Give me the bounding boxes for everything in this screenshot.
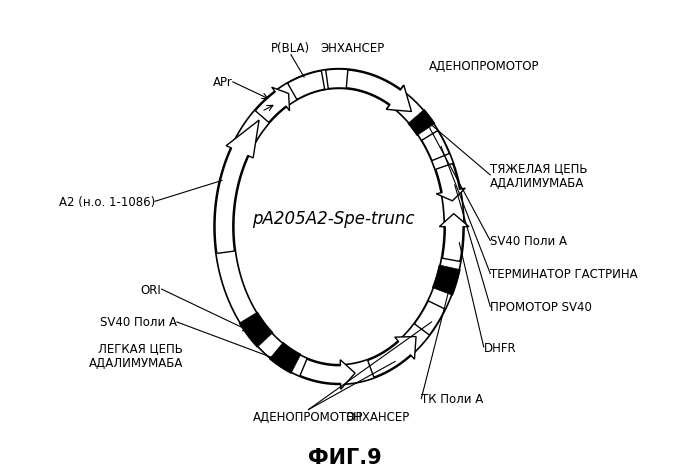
Text: АДЕНОПРОМОТОР: АДЕНОПРОМОТОР — [429, 60, 540, 73]
Polygon shape — [350, 71, 410, 110]
Polygon shape — [346, 71, 412, 112]
Polygon shape — [239, 312, 273, 347]
Text: АДЕНОПРОМОТОР: АДЕНОПРОМОТОР — [253, 410, 363, 423]
Text: A2 (н.о. 1-1086): A2 (н.о. 1-1086) — [59, 196, 155, 208]
Text: ЭНХАНСЕР: ЭНХАНСЕР — [320, 42, 384, 55]
Polygon shape — [270, 343, 301, 374]
Polygon shape — [368, 337, 416, 377]
Polygon shape — [440, 214, 469, 262]
Text: ORI: ORI — [141, 283, 162, 296]
Polygon shape — [433, 266, 461, 296]
Polygon shape — [288, 71, 325, 100]
Text: pA205A2-Spe-trunc: pA205A2-Spe-trunc — [252, 209, 415, 227]
Text: ЛЕГКАЯ ЦЕПЬ
АДАЛИМУМАБА: ЛЕГКАЯ ЦЕПЬ АДАЛИМУМАБА — [89, 341, 183, 369]
Text: ТЯЖЕЛАЯ ЦЕПЬ
АДАЛИМУМАБА: ТЯЖЕЛАЯ ЦЕПЬ АДАЛИМУМАБА — [490, 162, 588, 189]
Text: ЭНХАНСЕР: ЭНХАНСЕР — [345, 410, 410, 423]
Text: ТК Поли A: ТК Поли A — [421, 392, 484, 406]
Text: ТЕРМИНАТОР ГАСТРИНА: ТЕРМИНАТОР ГАСТРИНА — [490, 268, 638, 280]
Text: SV40 Поли A: SV40 Поли A — [100, 316, 177, 329]
Text: P(BLA): P(BLA) — [271, 42, 310, 55]
Text: APr: APr — [213, 76, 232, 89]
Polygon shape — [256, 88, 290, 123]
Text: DHFR: DHFR — [484, 341, 517, 354]
Polygon shape — [414, 301, 445, 335]
Polygon shape — [214, 69, 464, 385]
Polygon shape — [215, 121, 259, 254]
Polygon shape — [408, 110, 435, 136]
Polygon shape — [326, 70, 352, 89]
Text: ФИГ.9: ФИГ.9 — [307, 447, 382, 467]
Polygon shape — [300, 359, 355, 389]
Polygon shape — [436, 164, 466, 201]
Text: SV40 Поли A: SV40 Поли A — [490, 235, 567, 248]
Polygon shape — [421, 131, 449, 161]
Text: ПРОМОТОР SV40: ПРОМОТОР SV40 — [490, 300, 592, 313]
